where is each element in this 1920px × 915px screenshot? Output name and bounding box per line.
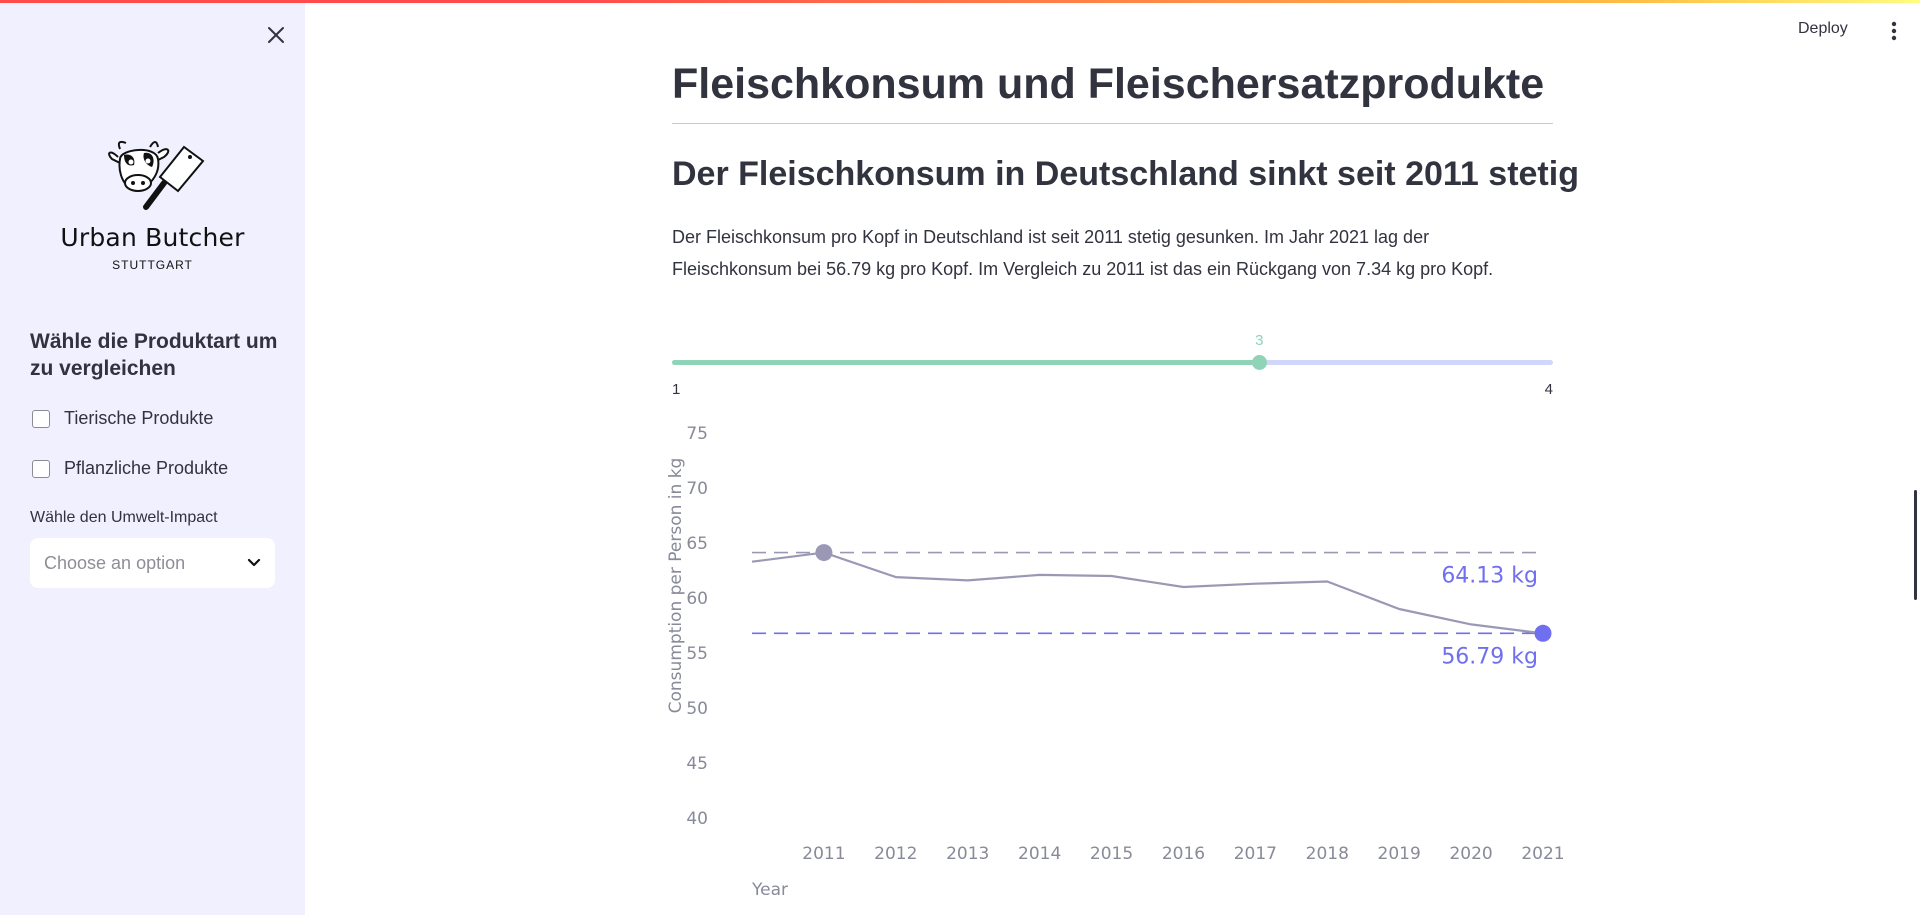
app-top-decoration <box>0 0 1920 3</box>
y-axis-label: Consumption per Person in kg <box>666 458 686 714</box>
impact-select-label: Wähle den Umwelt-Impact <box>30 509 218 526</box>
checkbox-box[interactable] <box>32 409 50 428</box>
product-type-heading: Wähle die Produktart um zu vergleichen <box>30 330 278 380</box>
checkbox-label: Pflanzliche Produkte <box>64 458 229 478</box>
vertical-ellipsis-icon <box>1891 21 1897 41</box>
y-tick-label: 55 <box>686 644 708 664</box>
brand-name: Urban Butcher <box>60 223 245 252</box>
x-tick-label: 2017 <box>1234 844 1277 864</box>
slider-min-label: 1 <box>672 381 681 398</box>
slider-thumb[interactable] <box>1252 355 1268 370</box>
highlight-point-2021 <box>1534 624 1552 642</box>
x-tick-label: 2021 <box>1521 844 1564 864</box>
checkbox-pflanzliche-produkte[interactable]: Pflanzliche Produkte <box>32 458 228 479</box>
y-tick-label: 50 <box>686 699 708 719</box>
x-tick-label: 2015 <box>1090 844 1133 864</box>
brand-logo: Urban Butcher STUTTGART <box>0 135 305 272</box>
x-tick-label: 2019 <box>1378 844 1421 864</box>
y-tick-label: 75 <box>686 424 708 444</box>
close-icon <box>268 27 284 43</box>
main-menu-button[interactable] <box>1884 18 1904 44</box>
series-line <box>751 551 1544 635</box>
slider-value-label: 3 <box>1255 332 1264 349</box>
section-subheader: Der Fleischkonsum in Deutschland sinkt s… <box>672 155 1579 193</box>
close-sidebar-button[interactable] <box>262 21 290 49</box>
cow-cleaver-logo-icon <box>107 140 204 210</box>
highlight-label-2021: 56.79 kg <box>1441 644 1538 669</box>
x-tick-label: 2011 <box>802 844 845 864</box>
sidebar: Urban Butcher STUTTGART Wähle die Produk… <box>0 0 305 915</box>
impact-select[interactable]: Choose an option <box>30 538 275 588</box>
page-title: Fleischkonsum und Fleischersatzprodukte <box>672 60 1545 108</box>
intro-line-1: Der Fleischkonsum pro Kopf in Deutschlan… <box>672 227 1430 247</box>
x-tick-label: 2012 <box>874 844 917 864</box>
intro-line-2: Fleischkonsum bei 56.79 kg pro Kopf. Im … <box>672 259 1494 279</box>
y-tick-label: 45 <box>686 754 708 774</box>
chevron-down-icon <box>247 558 261 567</box>
x-tick-label: 2016 <box>1162 844 1205 864</box>
x-tick-label: 2013 <box>946 844 989 864</box>
checkbox-label: Tierische Produkte <box>64 408 214 428</box>
x-tick-label: 2020 <box>1449 844 1492 864</box>
highlight-point-2011 <box>815 544 833 562</box>
y-tick-label: 70 <box>686 479 708 499</box>
value-slider[interactable]: 3 1 4 <box>672 330 1553 400</box>
checkbox-box[interactable] <box>32 459 50 478</box>
slider-max-label: 4 <box>1544 381 1553 398</box>
intro-paragraph: Der Fleischkonsum pro Kopf in Deutschlan… <box>672 221 1572 285</box>
deploy-button[interactable]: Deploy <box>1798 20 1848 37</box>
y-tick-label: 60 <box>686 589 708 609</box>
checkbox-tierische-produkte[interactable]: Tierische Produkte <box>32 408 213 429</box>
brand-city: STUTTGART <box>112 258 193 272</box>
impact-select-placeholder: Choose an option <box>44 552 186 573</box>
slider-fill <box>672 360 1260 365</box>
y-tick-label: 65 <box>686 534 708 554</box>
x-tick-label: 2014 <box>1018 844 1061 864</box>
page-scrollbar[interactable] <box>1914 490 1917 600</box>
highlight-label-2011: 64.13 kg <box>1441 564 1538 589</box>
x-axis-label: Year <box>751 880 788 900</box>
x-tick-label: 2018 <box>1306 844 1349 864</box>
y-tick-label: 40 <box>686 809 708 829</box>
title-divider <box>672 123 1553 124</box>
